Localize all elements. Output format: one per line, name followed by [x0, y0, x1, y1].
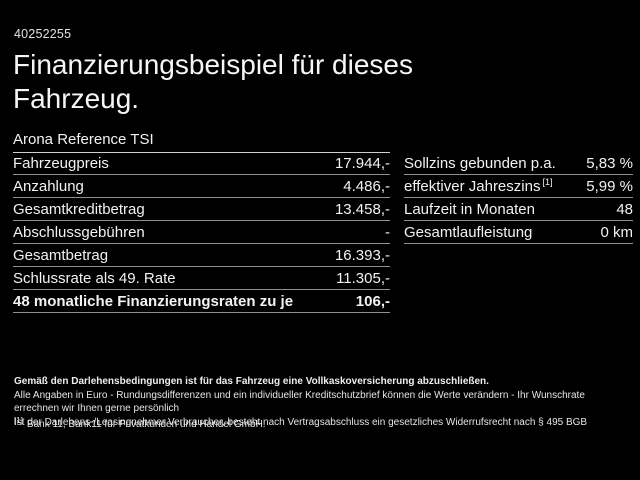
table-row-effektiver-jahreszins: effektiver Jahreszins [1] 5,99 %	[404, 175, 633, 198]
table-row-anzahlung: Anzahlung 4.486,-	[13, 175, 390, 198]
row-label: Sollzins gebunden p.a.	[404, 154, 556, 172]
table-row-abschlussgebuehren: Abschlussgebühren -	[13, 221, 390, 244]
table-row-schlussrate: Schlussrate als 49. Rate 11.305,-	[13, 267, 390, 290]
row-value: 5,99 %	[586, 177, 633, 195]
table-row-gesamtbetrag: Gesamtbetrag 16.393,-	[13, 244, 390, 267]
table-row-sollzins: Sollzins gebunden p.a. 5,83 %	[404, 152, 633, 175]
row-value: 5,83 %	[586, 154, 633, 172]
row-label: effektiver Jahreszins [1]	[404, 176, 553, 195]
vehicle-id: 40252255	[14, 27, 72, 41]
row-label: Gesamtlaufleistung	[404, 223, 533, 241]
row-value: 17.944,-	[334, 154, 390, 172]
disclaimer-line-1: Alle Angaben in Euro - Rundungsdifferenz…	[14, 389, 585, 415]
row-value: 13.458,-	[334, 200, 390, 218]
row-value: -	[385, 223, 390, 241]
legal-fineprint: Gemäß den Darlehensbedingungen ist für d…	[14, 375, 629, 429]
row-value: 16.393,-	[334, 246, 390, 264]
row-label-text: effektiver Jahreszins	[404, 177, 541, 195]
table-row-fahrzeugpreis: Fahrzeugpreis 17.944,-	[13, 152, 390, 175]
financing-details-table: Fahrzeugpreis 17.944,- Anzahlung 4.486,-…	[13, 152, 390, 313]
row-value: 48	[616, 200, 633, 218]
bank-footnote: [1] Bank 11, Bank11 für Privatkunden und …	[14, 415, 629, 430]
row-value: 106,-	[355, 292, 390, 310]
vehicle-model-subtitle: Arona Reference TSI	[13, 131, 390, 153]
row-label: Anzahlung	[13, 177, 84, 195]
row-value: 11.305,-	[336, 269, 390, 287]
row-label: Schlussrate als 49. Rate	[13, 269, 176, 287]
row-value: 0 km	[600, 223, 633, 241]
financing-conditions-table: Sollzins gebunden p.a. 5,83 % effektiver…	[404, 152, 633, 244]
row-label: Gesamtkreditbetrag	[13, 200, 145, 218]
table-row-monatsrate: 48 monatliche Finanzierungsraten zu je 1…	[13, 290, 390, 313]
footnote-marker: [1]	[542, 176, 553, 187]
table-row-gesamtkreditbetrag: Gesamtkreditbetrag 13.458,-	[13, 198, 390, 221]
bank-footnote-text: Bank 11, Bank11 für Privatkunden und Han…	[26, 419, 266, 430]
page-title: Finanzierungsbeispiel für dieses Fahrzeu…	[13, 49, 413, 114]
disclaimer-line-2: Ist der Darlehens-/Leasingnehmer Verbrau…	[14, 416, 588, 428]
table-row-laufzeit: Laufzeit in Monaten 48	[404, 198, 633, 221]
row-value: 4.486,-	[343, 177, 390, 195]
table-row-gesamtlaufleistung: Gesamtlaufleistung 0 km	[404, 221, 633, 244]
row-label: Fahrzeugpreis	[13, 154, 109, 172]
row-label: Abschlussgebühren	[13, 223, 145, 241]
row-label: Gesamtbetrag	[13, 246, 109, 264]
row-label: Laufzeit in Monaten	[404, 200, 535, 218]
row-label: 48 monatliche Finanzierungsraten zu je	[13, 292, 294, 310]
footnote-marker: [1]	[14, 415, 23, 425]
insurance-note: Gemäß den Darlehensbedingungen ist für d…	[14, 376, 489, 387]
